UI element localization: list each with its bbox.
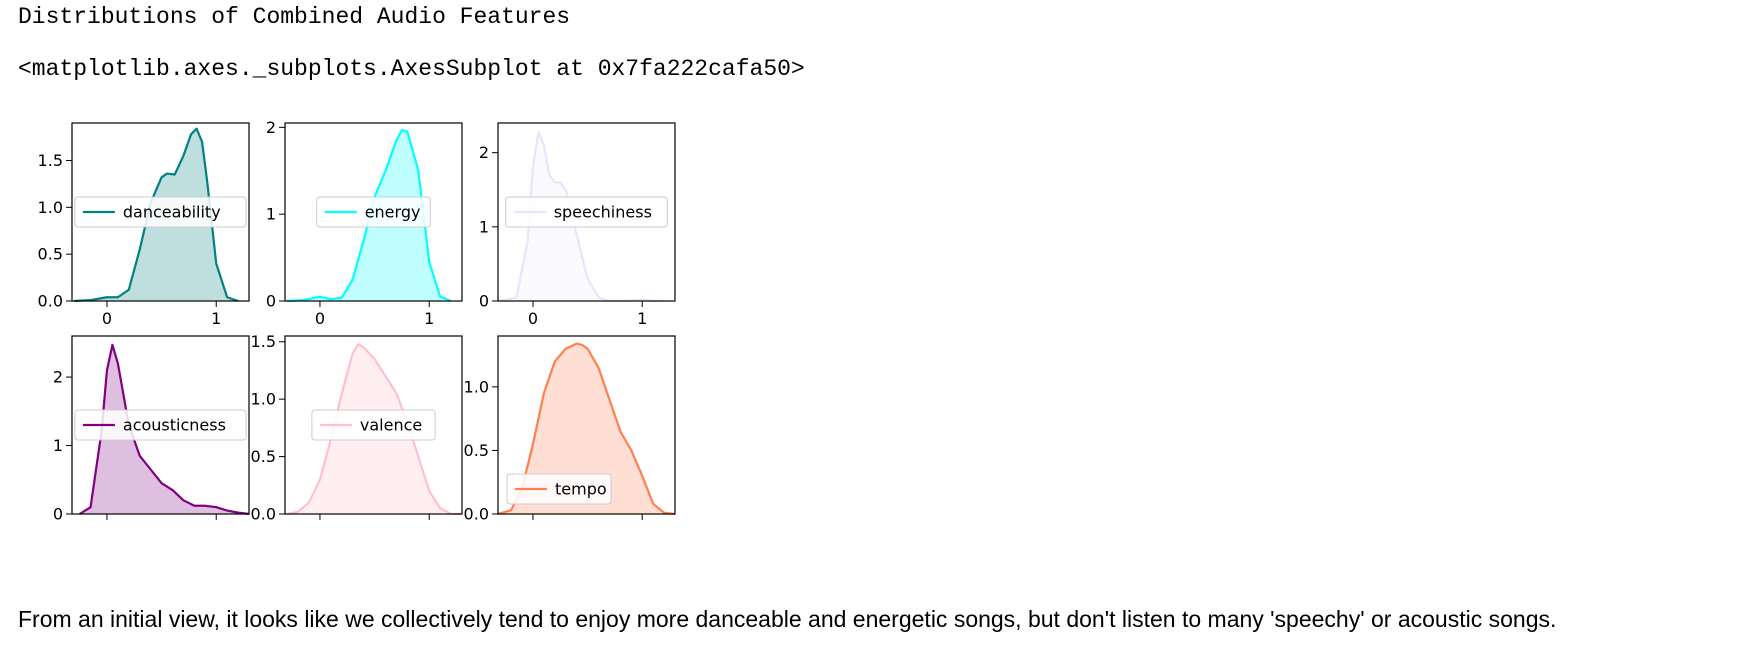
legend-box xyxy=(506,473,612,505)
kde-fill-tempo xyxy=(498,343,675,514)
output-repr: <matplotlib.axes._subplots.AxesSubplot a… xyxy=(18,56,805,82)
output-heading: Distributions of Combined Audio Features xyxy=(18,4,571,30)
x-tick-label: 1 xyxy=(424,309,434,328)
legend-tempo: tempo xyxy=(506,473,612,505)
axes-frame xyxy=(71,335,250,515)
x-tick-label: 1 xyxy=(211,309,221,328)
y-tick-label: 2 xyxy=(266,118,276,137)
markdown-paragraph: From an initial view, it looks like we c… xyxy=(18,606,1557,632)
subplot-acousticness: 01012acousticness xyxy=(53,335,250,521)
kde-line-speechiness xyxy=(499,130,665,303)
y-tick-label: 0.0 xyxy=(38,292,63,311)
legend-label: energy xyxy=(365,203,421,222)
legend-danceability: danceability xyxy=(74,196,247,228)
legend-label: speechiness xyxy=(554,203,652,222)
legend-box xyxy=(74,409,247,441)
axes-frame xyxy=(497,122,676,302)
kde-fill-energy xyxy=(287,129,452,301)
y-tick-label: 1.0 xyxy=(464,377,489,396)
kde-fill-speechiness xyxy=(500,131,665,301)
axes-frame xyxy=(284,122,463,302)
y-tick-label: 0 xyxy=(479,292,489,311)
legend-box xyxy=(316,196,431,228)
kde-line-tempo xyxy=(497,342,676,516)
legend-energy: energy xyxy=(316,196,431,228)
y-tick-label: 0.5 xyxy=(251,447,276,466)
y-tick-label: 0.0 xyxy=(251,505,276,521)
legend-acousticness: acousticness xyxy=(74,409,247,441)
y-tick-label: 0.0 xyxy=(464,505,489,521)
x-tick-label: 0 xyxy=(315,309,325,328)
y-tick-label: 1.5 xyxy=(38,151,63,170)
subplot-speechiness: 0 1 0 1 2 speechiness xyxy=(479,122,676,328)
y-tick-label: 0 xyxy=(266,292,276,311)
legend-box xyxy=(505,196,668,228)
legend-box xyxy=(311,409,436,441)
subplot-danceability: 0 1 0.0 0.5 1.0 1.5 danceability xyxy=(38,122,250,328)
y-tick-label: 2 xyxy=(479,143,489,162)
y-tick-label: 1 xyxy=(53,436,63,455)
kde-line-valence xyxy=(286,342,462,516)
kde-line-acousticness xyxy=(79,343,250,516)
y-tick-label: 1.0 xyxy=(251,390,276,409)
y-tick-label: 2 xyxy=(53,368,63,387)
y-tick-label: 0 xyxy=(53,505,63,521)
legend-label: valence xyxy=(360,416,422,435)
legend-box xyxy=(74,196,247,228)
x-tick-label: 0 xyxy=(528,309,538,328)
legend-label: tempo xyxy=(555,480,607,499)
x-tick-label: 0 xyxy=(102,309,112,328)
y-tick-label: 1 xyxy=(266,205,276,224)
axes-frame xyxy=(497,335,676,515)
y-tick-label: 1.0 xyxy=(38,198,63,217)
y-tick-label: 1.5 xyxy=(251,332,276,351)
legend-speechiness: speechiness xyxy=(505,196,668,228)
y-tick-label: 0.5 xyxy=(38,245,63,264)
x-tick-label: 1 xyxy=(637,309,647,328)
legend-valence: valence xyxy=(311,409,436,441)
y-tick-label: 0.5 xyxy=(464,441,489,460)
legend-label: acousticness xyxy=(123,416,226,435)
axes-frame xyxy=(284,335,463,515)
y-tick-label: 1 xyxy=(479,217,489,236)
axes-frame xyxy=(71,122,250,302)
subplot-energy: 0 1 0 1 2 energy xyxy=(266,118,463,328)
legend-label: danceability xyxy=(123,203,221,222)
